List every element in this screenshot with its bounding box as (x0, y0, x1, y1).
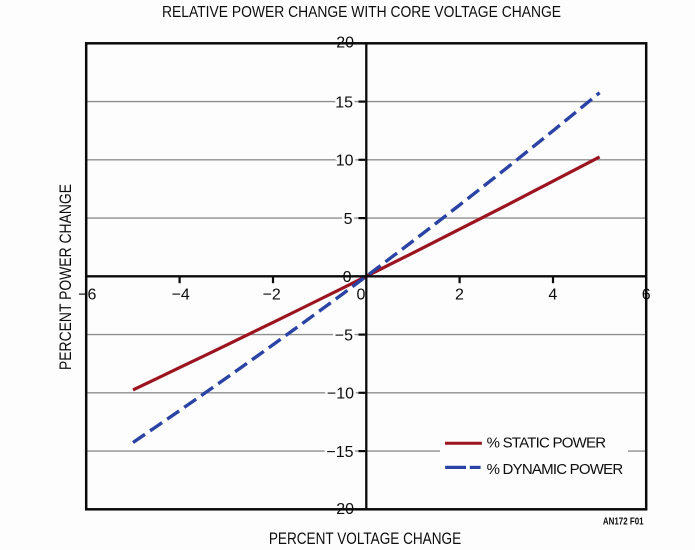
svg-text:−5: −5 (335, 327, 353, 344)
svg-text:PERCENT POWER CHANGE: PERCENT POWER CHANGE (56, 184, 75, 370)
svg-text:15: 15 (335, 94, 353, 111)
svg-text:RELATIVE POWER CHANGE WITH COR: RELATIVE POWER CHANGE WITH CORE VOLTAGE … (162, 4, 561, 21)
svg-text:PERCENT VOLTAGE CHANGE: PERCENT VOLTAGE CHANGE (269, 529, 461, 548)
svg-text:5: 5 (344, 211, 353, 228)
svg-text:% STATIC POWER: % STATIC POWER (487, 435, 607, 452)
svg-text:10: 10 (336, 153, 354, 170)
svg-text:4: 4 (548, 286, 557, 303)
svg-text:% DYNAMIC POWER: % DYNAMIC POWER (487, 461, 624, 478)
svg-text:−2: −2 (263, 286, 281, 303)
svg-text:2: 2 (455, 286, 464, 303)
svg-text:−15: −15 (326, 444, 353, 461)
svg-text:AN172 F01: AN172 F01 (603, 516, 644, 528)
svg-text:−4: −4 (172, 286, 190, 303)
svg-text:0: 0 (357, 286, 366, 303)
svg-text:−10: −10 (327, 386, 354, 403)
